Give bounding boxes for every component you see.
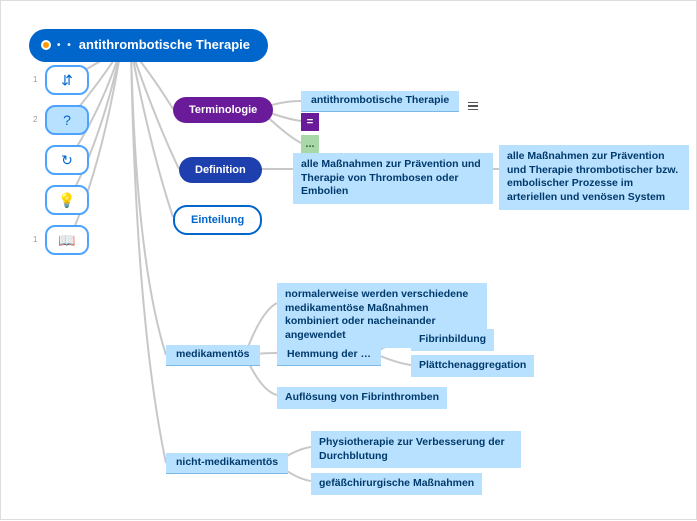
branch-medikamentoes[interactable]: medikamentös	[166, 345, 260, 366]
terminologie-child-label: antithrombotische Therapie	[301, 91, 459, 112]
terminologie-label: Terminologie	[173, 97, 273, 123]
einteilung-label: Einteilung	[173, 205, 262, 235]
definition-text-2[interactable]: alle Maßnahmen zur Prävention und Therap…	[499, 145, 689, 210]
book-icon: 📖	[58, 231, 75, 249]
sidebar-btn-1[interactable]: 2 ?	[45, 105, 89, 135]
plaettchen-label[interactable]: Plättchenaggregation	[411, 355, 534, 377]
branch-definition[interactable]: Definition	[179, 157, 262, 183]
branch-terminologie[interactable]: Terminologie	[173, 97, 273, 123]
terminologie-child[interactable]: antithrombotische Therapie	[301, 91, 478, 112]
sort-icon: ⇵	[61, 71, 73, 89]
definition-label: Definition	[179, 157, 262, 183]
root-marker-icon	[41, 40, 51, 50]
sidebar-num-0: 1	[33, 75, 37, 85]
sidebar-num-4: 1	[33, 235, 37, 245]
branch-nicht-med[interactable]: nicht-medikamentös	[166, 453, 288, 474]
sidebar-btn-4[interactable]: 1 📖	[45, 225, 89, 255]
bulb-icon: 💡	[58, 191, 75, 209]
terminologie-eq[interactable]: =	[301, 113, 319, 131]
sidebar-num-1: 2	[33, 115, 37, 125]
root-dots-icon: • •	[57, 39, 73, 52]
question-icon: ?	[63, 111, 71, 129]
sidebar-btn-2[interactable]: ↻	[45, 145, 89, 175]
hemmung-label[interactable]: Hemmung der …	[277, 345, 381, 366]
root-node[interactable]: • • antithrombotische Therapie	[29, 29, 268, 62]
definition-text-1[interactable]: alle Maßnahmen zur Prävention und Therap…	[293, 153, 493, 204]
gefaess-label[interactable]: gefäßchirurgische Maßnahmen	[311, 473, 482, 495]
aufloesung-label[interactable]: Auflösung von Fibrinthromben	[277, 387, 447, 409]
sidebar-btn-0[interactable]: 1 ⇵	[45, 65, 89, 95]
sidebar-btn-3[interactable]: 💡	[45, 185, 89, 215]
refresh-icon: ↻	[61, 151, 73, 169]
root-title: antithrombotische Therapie	[79, 37, 250, 54]
menu-icon	[468, 102, 478, 111]
branch-einteilung[interactable]: Einteilung	[173, 205, 262, 235]
physio-label[interactable]: Physiotherapie zur Verbesserung der Durc…	[311, 431, 521, 468]
terminologie-more[interactable]: ...	[301, 135, 319, 153]
fibrin-label[interactable]: Fibrinbildung	[411, 329, 494, 351]
